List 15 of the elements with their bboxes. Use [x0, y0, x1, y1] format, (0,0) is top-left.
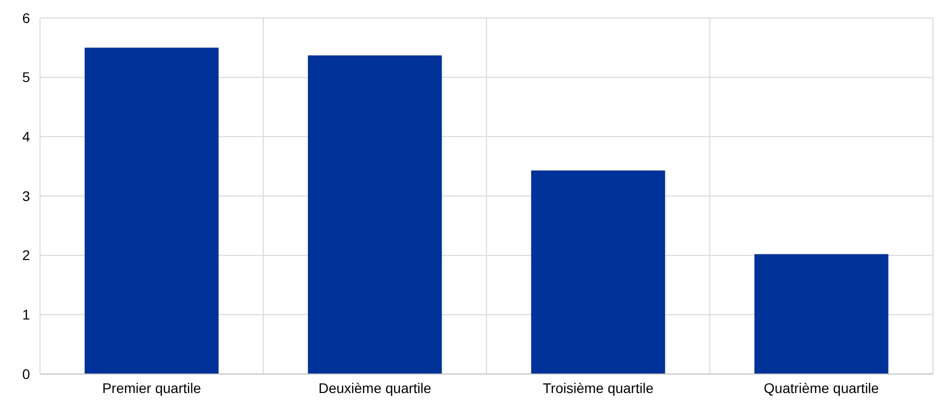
x-tick-label: Troisième quartile [542, 380, 654, 396]
y-tick-label: 2 [22, 247, 30, 264]
bar [531, 170, 666, 374]
bar [308, 55, 442, 374]
y-tick-label: 5 [22, 69, 30, 86]
x-tick-label: Deuxième quartile [318, 380, 432, 396]
x-tick-label: Premier quartile [102, 380, 202, 396]
bar [754, 254, 888, 374]
y-tick-label: 4 [22, 128, 30, 145]
y-tick-label: 0 [22, 366, 30, 382]
x-tick-label: Quatrième quartile [764, 380, 880, 396]
y-tick-label: 1 [22, 306, 30, 323]
y-tick-label: 6 [22, 10, 30, 26]
bar [84, 48, 219, 374]
y-tick-label: 3 [22, 188, 30, 204]
